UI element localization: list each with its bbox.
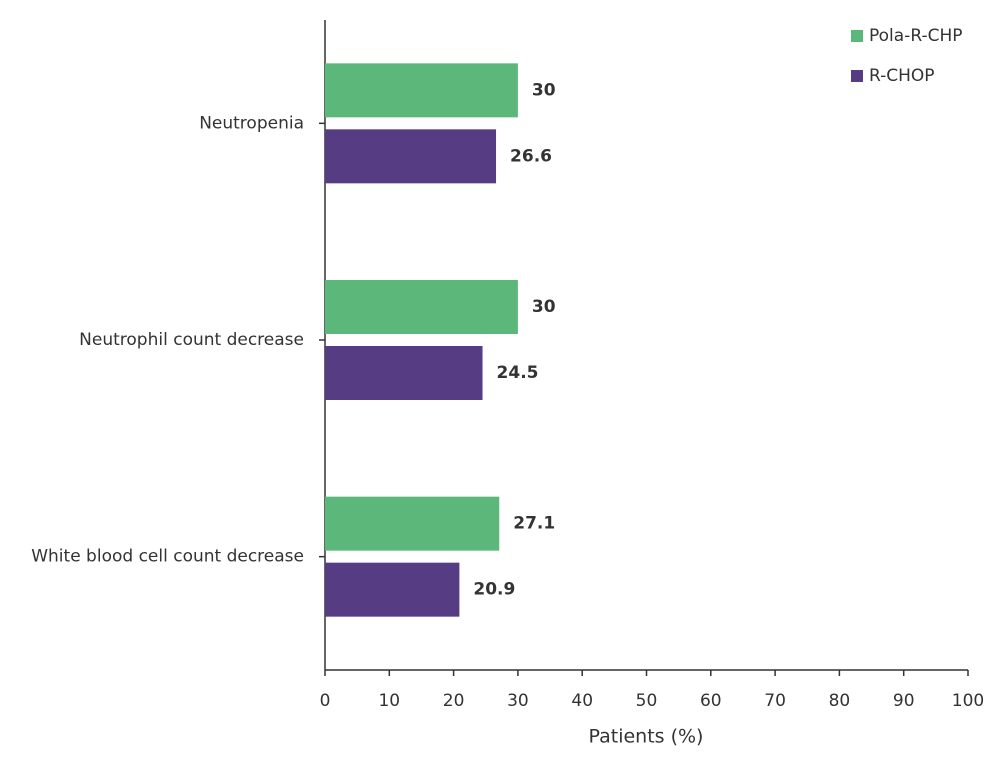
x-tick-label: 40 — [571, 691, 593, 711]
legend-label: Pola-R-CHP — [869, 26, 962, 46]
x-tick-label: 60 — [700, 691, 722, 711]
x-tick-label: 100 — [952, 691, 984, 711]
value-label: 27.1 — [513, 514, 555, 534]
value-label: 20.9 — [473, 580, 515, 600]
x-tick-label: 70 — [764, 691, 786, 711]
value-label: 30 — [532, 297, 556, 317]
x-tick-label: 90 — [893, 691, 915, 711]
x-tick-label: 80 — [829, 691, 851, 711]
x-tick-label: 0 — [320, 691, 331, 711]
y-tick-label: Neutropenia — [199, 113, 304, 133]
legend-swatch — [851, 30, 863, 42]
bar — [325, 562, 460, 617]
x-tick-label: 30 — [507, 691, 529, 711]
bar — [325, 346, 483, 400]
y-tick-label: White blood cell count decrease — [31, 547, 304, 567]
bar — [325, 280, 518, 334]
value-label: 30 — [532, 80, 556, 100]
legend-label: R-CHOP — [869, 66, 935, 86]
bar — [325, 496, 500, 551]
bar — [325, 129, 497, 184]
x-tick-label: 20 — [443, 691, 465, 711]
x-tick-label: 10 — [378, 691, 400, 711]
bar — [325, 63, 518, 118]
legend-swatch — [851, 70, 863, 82]
y-tick-label: Neutrophil count decrease — [79, 330, 304, 350]
value-label: 24.5 — [497, 363, 539, 383]
x-tick-label: 50 — [636, 691, 658, 711]
value-label: 26.6 — [510, 146, 552, 166]
x-axis-label: Patients (%) — [589, 726, 704, 748]
